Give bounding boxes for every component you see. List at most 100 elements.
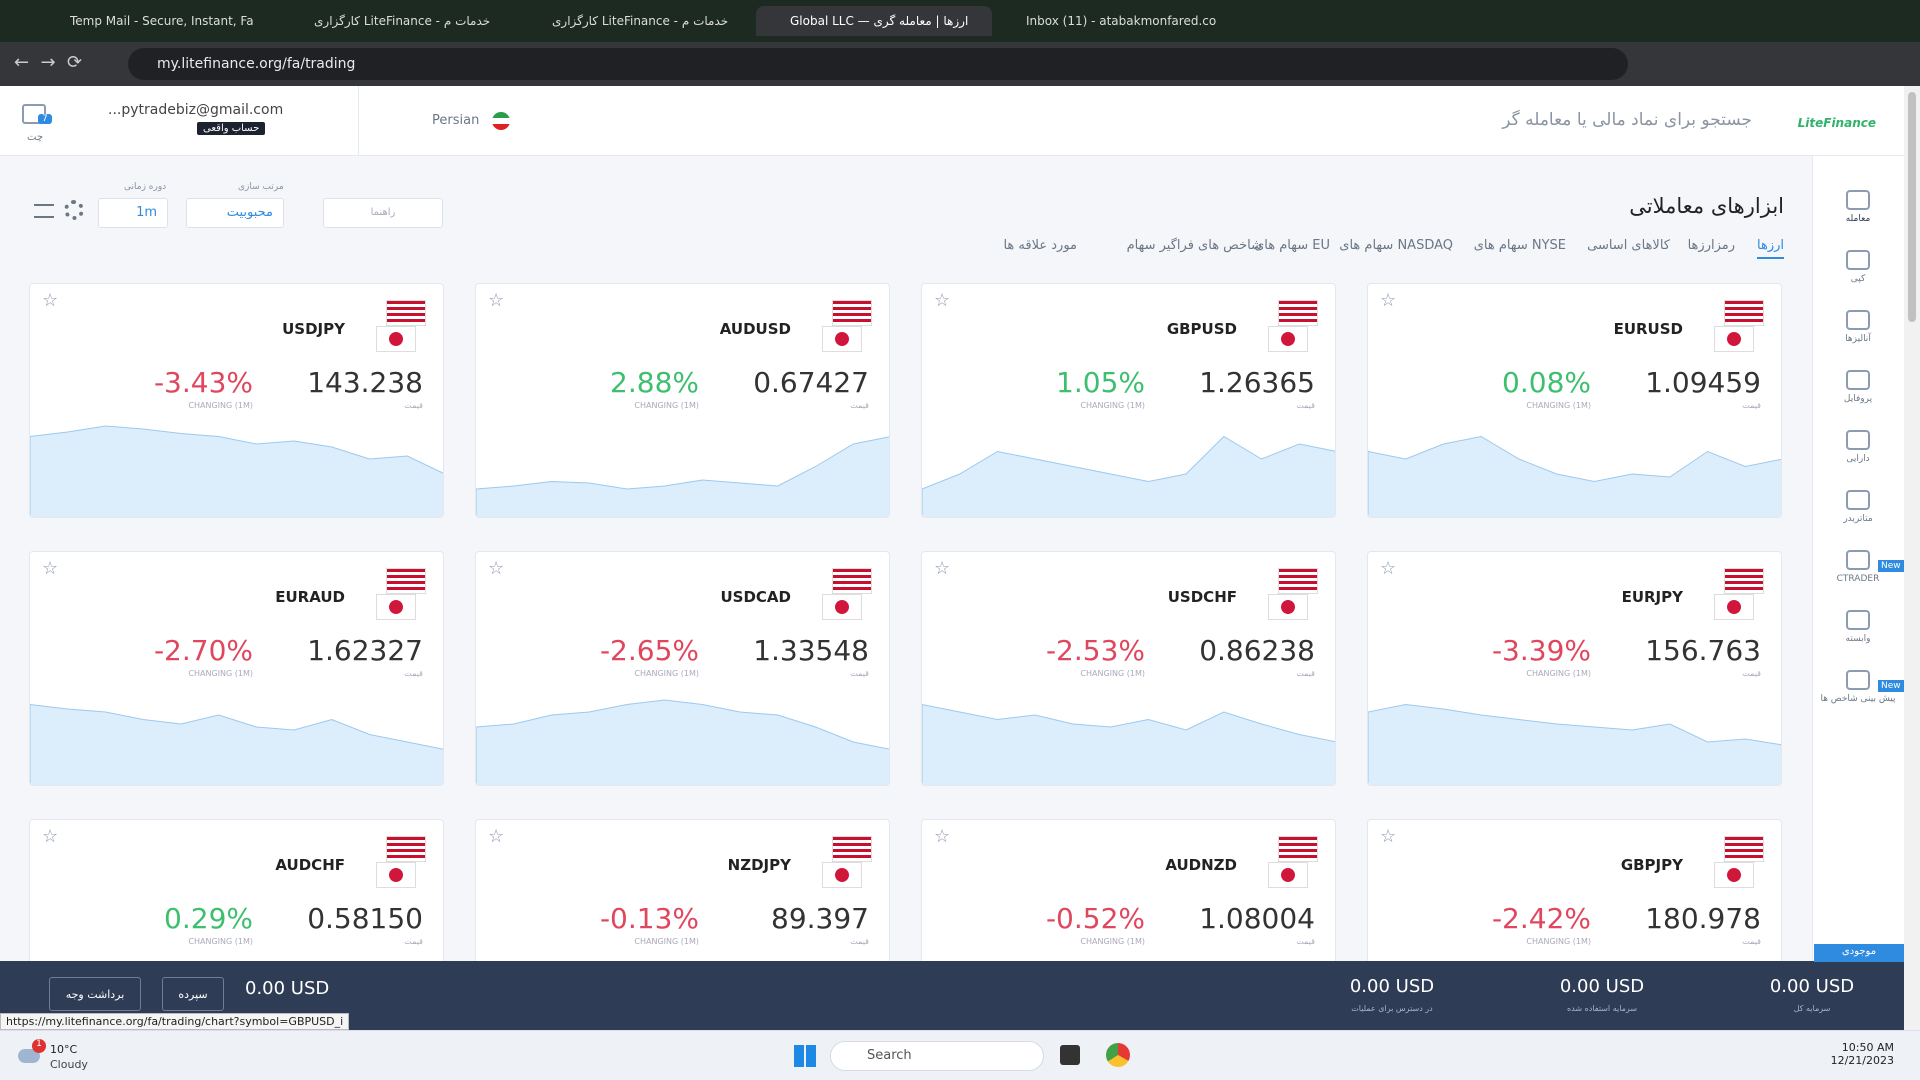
period-select[interactable]: 1m <box>98 198 168 228</box>
price: 180.978 <box>1645 902 1761 935</box>
sidebar-item[interactable]: دارایی <box>1812 430 1904 464</box>
sidebar-item[interactable]: معامله <box>1812 190 1904 224</box>
instrument-card[interactable]: ☆ GBPUSD 1.26365 قیمت 1.05% CHANGING (1M) <box>921 283 1336 518</box>
instrument-card[interactable]: ☆ EURJPY 156.763 قیمت -3.39% CHANGING (1M) <box>1367 551 1782 786</box>
price-label: قیمت <box>1296 669 1315 678</box>
sidebar-item[interactable]: متاتریدر <box>1812 490 1904 524</box>
stat-value: 0.00 USD <box>1559 976 1645 997</box>
favorite-star[interactable]: ☆ <box>1380 558 1397 579</box>
change-label: CHANGING (1M) <box>188 937 253 946</box>
sparkline <box>476 436 889 517</box>
chrome-icon[interactable] <box>1106 1043 1130 1067</box>
favorite-star[interactable]: ☆ <box>488 558 505 579</box>
category-tab[interactable]: مورد علاقه ها <box>1003 238 1077 253</box>
flag-quote <box>376 326 416 352</box>
instrument-card[interactable]: ☆ USDJPY 143.238 قیمت -3.43% CHANGING (1M) <box>29 283 444 518</box>
sidebar-item[interactable]: کپی <box>1812 250 1904 284</box>
sort-select[interactable]: محبوبیت <box>186 198 284 228</box>
category-tab[interactable]: رمزارزها <box>1687 238 1735 253</box>
browser-tab[interactable]: کارگزاری LiteFinance - خدمات م <box>314 14 491 28</box>
settings-icon[interactable] <box>64 200 84 220</box>
sidebar-item[interactable]: آنالیزها <box>1812 310 1904 344</box>
sidebar-icon <box>1846 550 1870 570</box>
category-tab[interactable]: ارزها <box>1757 238 1784 259</box>
favorite-star[interactable]: ☆ <box>934 290 951 311</box>
price-label: قیمت <box>1742 937 1761 946</box>
instrument-card[interactable]: ☆ AUDCHF 0.58150 قیمت 0.29% CHANGING (1M) <box>29 819 444 961</box>
list-icon[interactable] <box>34 204 54 218</box>
logo[interactable]: LiteFinance <box>1797 116 1876 130</box>
flag-quote <box>1268 326 1308 352</box>
instrument-card[interactable]: ☆ EURAUD 1.62327 قیمت -2.70% CHANGING (1M) <box>29 551 444 786</box>
weather-icon <box>18 1049 40 1063</box>
flag-icon <box>492 112 510 130</box>
chat-label[interactable]: چت <box>27 132 44 143</box>
sidebar-label: CTRADER <box>1836 574 1880 584</box>
start-button[interactable] <box>794 1045 816 1067</box>
sparkline <box>922 703 1335 785</box>
sidebar-label: پیش بینی شاخص ها <box>1820 694 1896 704</box>
flag-base <box>832 300 872 326</box>
url-box[interactable] <box>128 48 1628 80</box>
sidebar-item[interactable]: وابسته <box>1812 610 1904 644</box>
category-tab[interactable]: کالاهای اساسی <box>1587 238 1670 253</box>
deposit-button[interactable]: سپرده <box>162 977 224 1011</box>
price-label: قیمت <box>850 669 869 678</box>
category-tab[interactable]: سهام های NASDAQ <box>1339 238 1453 253</box>
favorite-star[interactable]: ☆ <box>934 558 951 579</box>
favorite-star[interactable]: ☆ <box>42 290 59 311</box>
favorite-star[interactable]: ☆ <box>42 558 59 579</box>
nav-buttons[interactable]: ← → ⟳ <box>14 52 83 73</box>
sidebar-item[interactable]: پروفایل <box>1812 370 1904 404</box>
category-tab[interactable]: شاخص های فراگیر سهام <box>1126 238 1262 253</box>
taskbar-search[interactable]: Search <box>830 1041 1044 1071</box>
favorite-star[interactable]: ☆ <box>1380 290 1397 311</box>
price-label: قیمت <box>850 401 869 410</box>
price: 1.26365 <box>1199 366 1315 399</box>
guide-button[interactable]: راهنما <box>323 198 443 228</box>
instrument-card[interactable]: ☆ GBPJPY 180.978 قیمت -2.42% CHANGING (1M) <box>1367 819 1782 961</box>
instrument-card[interactable]: ☆ EURUSD 1.09459 قیمت 0.08% CHANGING (1M) <box>1367 283 1782 518</box>
instrument-card[interactable]: ☆ USDCAD 1.33548 قیمت -2.65% CHANGING (1M) <box>475 551 890 786</box>
sidebar-item[interactable]: پیش بینی شاخص ها <box>1812 670 1904 704</box>
browser-tab[interactable]: Global LLC — ارزها | معامله گری <box>756 6 992 36</box>
browser-tab[interactable]: Temp Mail - Secure, Instant, Fa <box>70 14 254 28</box>
scroll-thumb[interactable] <box>1908 92 1916 322</box>
change: 0.29% <box>164 902 253 935</box>
symbol: AUDCHF <box>275 856 345 874</box>
favorite-star[interactable]: ☆ <box>1380 826 1397 847</box>
sparkline-area <box>476 436 889 517</box>
change-label: CHANGING (1M) <box>1526 669 1591 678</box>
favorite-star[interactable]: ☆ <box>488 290 505 311</box>
instrument-card[interactable]: ☆ AUDUSD 0.67427 قیمت 2.88% CHANGING (1M) <box>475 283 890 518</box>
wallet-tab[interactable]: موجودی <box>1814 944 1904 962</box>
browser-tab[interactable]: Inbox (11) - atabakmonfared.co <box>1026 14 1217 28</box>
flag-quote <box>1714 326 1754 352</box>
flag-base <box>1278 300 1318 326</box>
price: 0.58150 <box>307 902 423 935</box>
instrument-card[interactable]: ☆ USDCHF 0.86238 قیمت -2.53% CHANGING (1M) <box>921 551 1336 786</box>
favorite-star[interactable]: ☆ <box>488 826 505 847</box>
sidebar-icon <box>1846 670 1870 690</box>
change: -2.53% <box>1045 634 1145 667</box>
browser-tab[interactable]: کارگزاری LiteFinance - خدمات م <box>552 14 729 28</box>
new-badge: New <box>1878 560 1904 572</box>
withdraw-button[interactable]: برداشت وجه <box>49 977 141 1011</box>
search[interactable]: جستجو برای نماد مالی یا معامله گر <box>1502 110 1752 130</box>
category-tab[interactable]: سهام های NYSE <box>1473 238 1566 253</box>
category-tab[interactable]: سهام های EU <box>1254 238 1330 253</box>
language[interactable]: Persian <box>432 113 480 128</box>
sparkline-area <box>1368 435 1781 517</box>
favorite-star[interactable]: ☆ <box>42 826 59 847</box>
period-label: دوره زمانی <box>124 182 167 192</box>
price-label: قیمت <box>404 669 423 678</box>
favorite-star[interactable]: ☆ <box>934 826 951 847</box>
sidebar-label: دارایی <box>1846 454 1870 464</box>
instrument-card[interactable]: ☆ NZDJPY 89.397 قیمت -0.13% CHANGING (1M) <box>475 819 890 961</box>
sparkline-area <box>1368 703 1781 785</box>
url[interactable]: my.litefinance.org/fa/trading <box>157 56 356 72</box>
taskbar-app[interactable] <box>1060 1045 1080 1065</box>
sidebar-item[interactable]: CTRADER <box>1812 550 1904 584</box>
instrument-card[interactable]: ☆ AUDNZD 1.08004 قیمت -0.52% CHANGING (1M) <box>921 819 1336 961</box>
email[interactable]: ...pytradebiz@gmail.com <box>108 102 284 118</box>
